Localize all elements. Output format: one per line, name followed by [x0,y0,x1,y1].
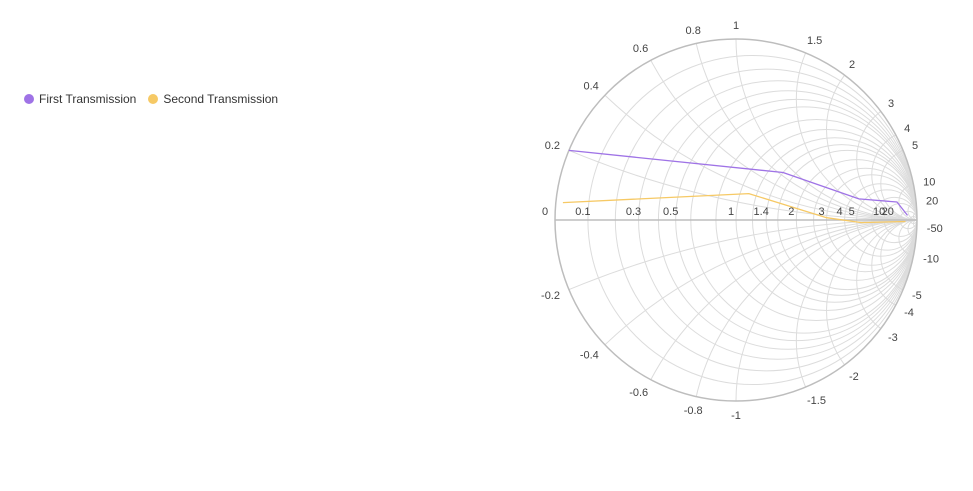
resistance-tick-label: 1 [728,206,734,218]
reactance-tick-label: 1 [733,20,739,32]
reactance-tick-label: 0.8 [686,25,701,37]
reactance-gridline [871,129,917,221]
series-line-second-transmission[interactable] [562,192,906,224]
legend-item-first-transmission[interactable]: First Transmission [24,92,136,106]
legend-item-second-transmission[interactable]: Second Transmission [148,92,278,106]
reactance-gridline [898,219,917,257]
resistance-tick-label: 1.4 [754,206,769,218]
reactance-tick-label: -4 [904,307,914,319]
series-line-first-transmission[interactable] [568,149,909,216]
reactance-tick-label: -0.4 [580,350,599,362]
chart-legend: First Transmission Second Transmission [24,92,290,106]
smith-outer-circle [554,38,918,402]
reactance-tick-label: -10 [923,254,939,266]
reactance-gridline [614,219,917,401]
legend-marker-second-transmission [148,94,159,104]
reactance-gridline [735,39,917,221]
legend-marker-first-transmission [24,94,34,104]
smith-grid [555,39,917,401]
resistance-tick-label: 0.5 [663,206,678,218]
reactance-gridline [907,201,917,221]
resistance-tick-label: 3 [818,206,824,218]
resistance-tick-label: 0 [542,206,548,218]
resistance-tick-label: 10 [873,206,885,218]
resistance-tick-label: 2 [788,206,794,218]
resistance-tick-label: 0.3 [626,206,641,218]
resistance-tick-label: 0.1 [575,206,590,218]
reactance-tick-label: 4 [904,123,910,135]
resistance-tick-label: 20 [882,206,894,218]
resistance-tick-label: 4 [837,206,843,218]
reactance-tick-label: -1 [731,410,741,422]
reactance-gridline [856,219,917,342]
reactance-gridline [898,183,917,221]
reactance-tick-label: 0.6 [633,43,648,55]
legend-label-second-transmission: Second Transmission [163,92,279,106]
reactance-tick-label: -3 [888,332,898,344]
reactance-tick-label: -0.6 [629,387,648,399]
reactance-tick-label: 1.5 [807,35,822,47]
reactance-gridline [912,219,917,228]
reactance-gridline [826,39,917,221]
reactance-tick-label: 20 [926,196,938,208]
resistance-tick-label: 5 [849,206,855,218]
reactance-tick-label: 3 [888,98,894,110]
reactance-tick-label: 0.4 [584,81,599,93]
reactance-gridline [614,39,917,221]
reactance-tick-label: 5 [912,140,918,152]
reactance-tick-label: -1.5 [807,395,826,407]
reactance-tick-label: -2 [849,371,859,383]
reactance-gridline [871,219,917,311]
reactance-tick-label: -0.8 [684,405,703,417]
reactance-gridline [856,98,917,221]
reactance-gridline [826,219,917,401]
reactance-tick-label: 0.2 [545,140,560,152]
reactance-gridline [555,219,917,401]
reactance-gridline [907,219,917,239]
legend-label-first-transmission: First Transmission [39,92,137,106]
reactance-tick-label: -0.2 [541,290,560,302]
reactance-tick-label: -50 [927,223,943,235]
reactance-tick-label: 2 [849,59,855,71]
reactance-tick-label: -5 [912,290,922,302]
reactance-gridline [912,212,917,221]
reactance-tick-label: 10 [923,176,935,188]
